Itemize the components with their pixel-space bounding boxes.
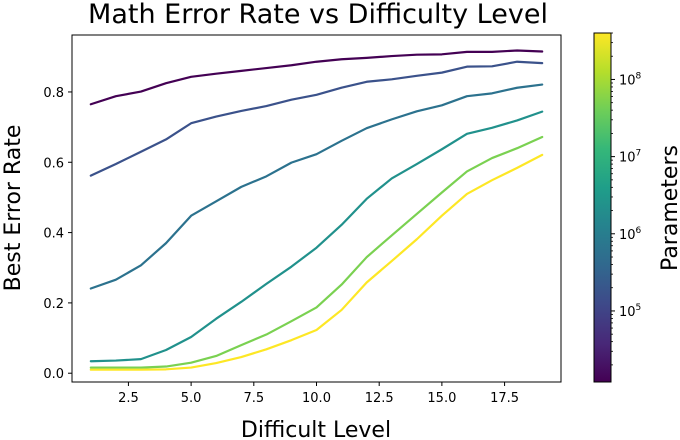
colorbar-tick-label: 105 <box>619 303 641 320</box>
chart-title: Math Error Rate vs Difficulty Level <box>88 0 548 30</box>
x-tick-label: 17.5 <box>490 391 519 406</box>
series-line-3 <box>89 83 544 290</box>
series-group <box>89 49 544 371</box>
x-tick-label: 2.5 <box>118 391 139 406</box>
colorbar-tick-label: 108 <box>619 71 642 88</box>
colorbar-label: Parameters <box>658 145 680 271</box>
plot-area <box>71 34 562 383</box>
x-tick-label: 12.5 <box>365 391 394 406</box>
x-tick-label: 5.0 <box>181 391 202 406</box>
y-axis-label: Best Error Rate <box>1 125 26 292</box>
plot-background <box>72 35 561 382</box>
x-axis-label: Difficult Level <box>241 418 391 440</box>
y-tick-label: 0.2 <box>43 297 64 312</box>
colorbar: 105 106 107 108 Parameters <box>593 32 680 383</box>
colorbar-gradient <box>593 32 612 383</box>
series-line-4 <box>89 110 544 363</box>
y-tick-label: 0.4 <box>43 227 64 242</box>
x-tick-label: 15.0 <box>427 391 456 406</box>
x-tick-label: 10.0 <box>302 391 331 406</box>
y-axis: 0.0 0.2 0.4 0.6 0.8 <box>43 86 72 382</box>
series-line-6 <box>89 153 544 371</box>
colorbar-tick-label: 106 <box>619 226 642 243</box>
series-line-1 <box>89 49 544 106</box>
x-tick-label: 7.5 <box>243 391 264 406</box>
colorbar-tick-label: 107 <box>619 149 641 166</box>
colorbar-ticks: 105 106 107 108 <box>611 32 642 366</box>
series-line-2 <box>89 60 544 177</box>
y-tick-label: 0.6 <box>43 156 64 171</box>
series-line-5 <box>89 135 544 369</box>
y-tick-label: 0.8 <box>43 86 64 101</box>
x-axis: 2.5 5.0 7.5 10.0 12.5 15.0 17.5 <box>118 382 519 406</box>
y-tick-label: 0.0 <box>43 367 64 382</box>
